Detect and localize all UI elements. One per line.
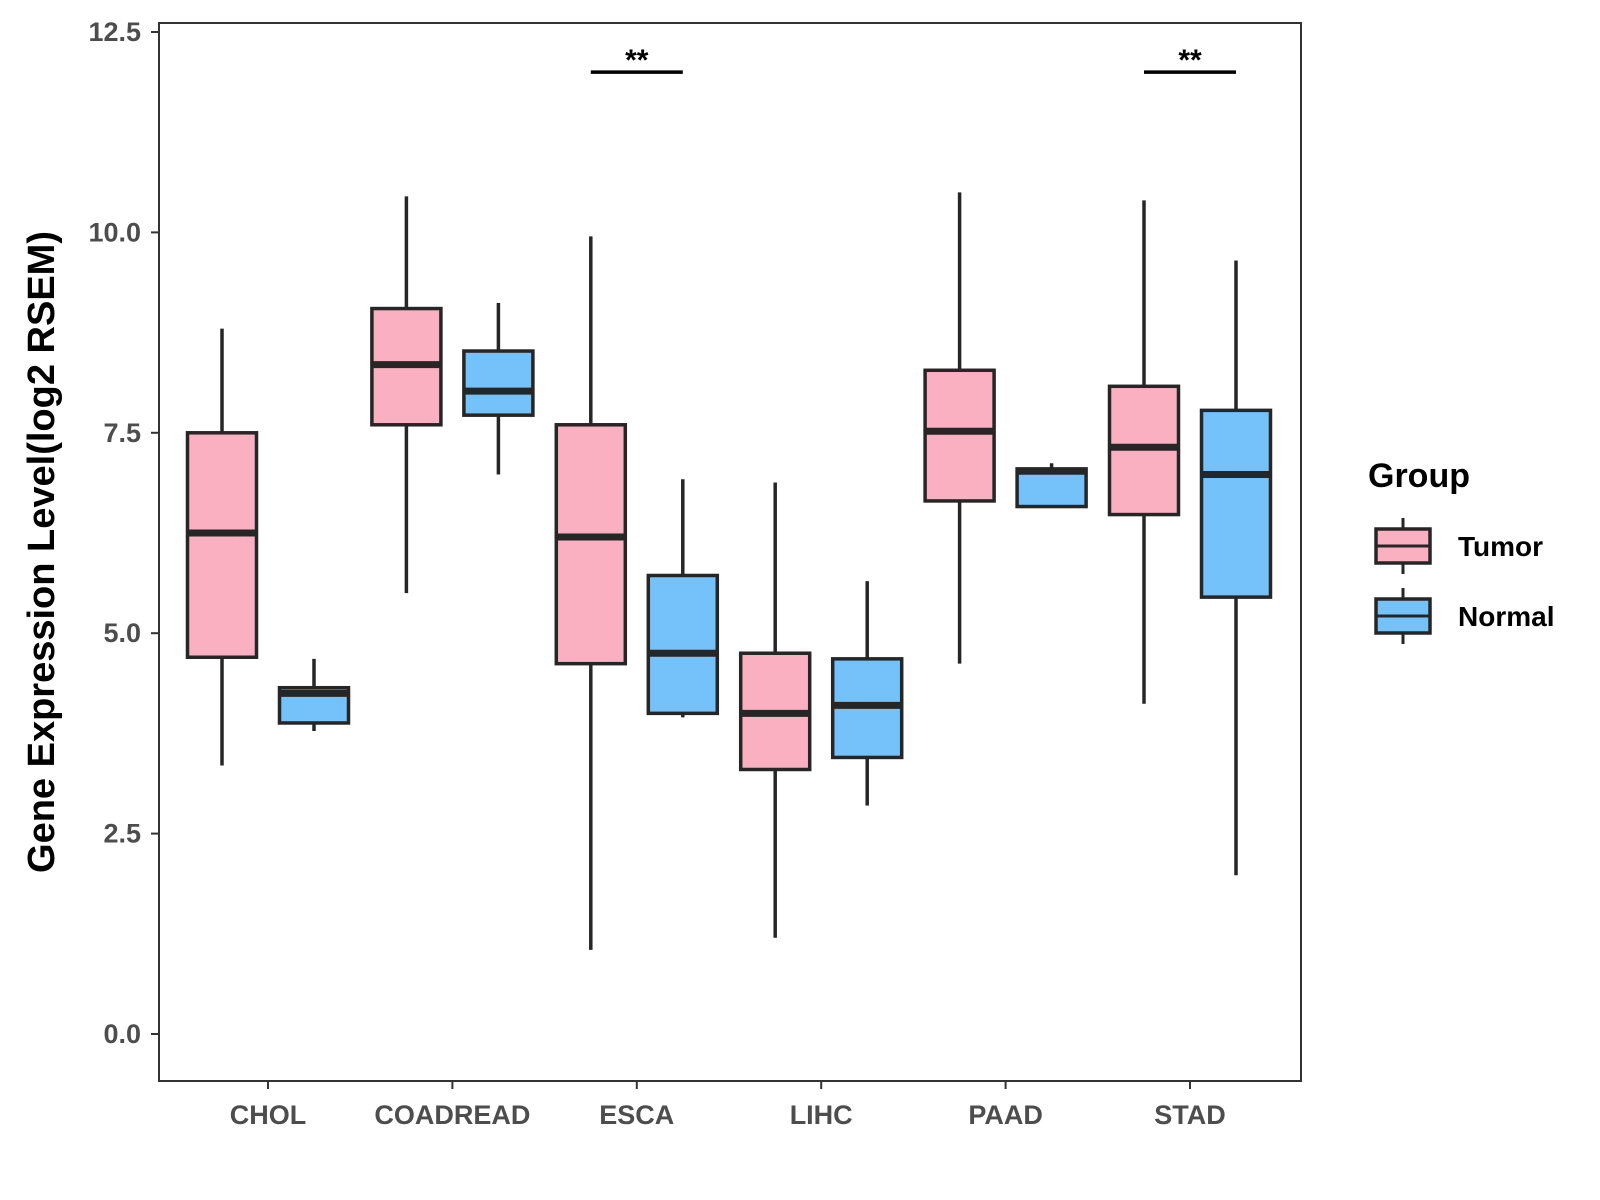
x-tick-label-chol: CHOL (230, 1100, 307, 1130)
legend-keys: Tumor Normal (1374, 518, 1554, 644)
box-tumor-paad (923, 192, 996, 664)
box-tumor-stad (1107, 200, 1181, 704)
sig-stad: ** (1144, 44, 1236, 77)
box-iqr (462, 349, 535, 417)
sig-esca: ** (590, 44, 683, 77)
box-normal-lihc (830, 581, 904, 806)
box-iqr (554, 423, 628, 666)
legend: Group Tumor Normal (1368, 457, 1554, 644)
box-normal-stad (1199, 260, 1273, 876)
x-tick-label-coadread: COADREAD (374, 1100, 530, 1130)
sig-label: ** (1178, 44, 1202, 77)
plot-panel (158, 22, 1302, 1082)
y-tick-label: 2.5 (103, 819, 141, 849)
boxes (185, 192, 1273, 950)
sig-label: ** (625, 44, 649, 77)
box-normal-paad (1015, 463, 1088, 509)
y-axis: 0.0 2.5 5.0 7.5 10.0 12.5 (88, 17, 159, 1049)
box-normal-esca (646, 479, 720, 718)
box-iqr (1199, 408, 1273, 599)
box-tumor-esca (554, 236, 628, 950)
y-axis-title: Gene Expression Level(log2 RSEM) (21, 231, 63, 873)
significance-annotations: ** ** (590, 44, 1236, 77)
box-normal-coadread (462, 302, 535, 475)
box-tumor-coadread (370, 196, 443, 594)
legend-label: Tumor (1458, 531, 1543, 562)
x-tick-label-esca: ESCA (599, 1100, 674, 1130)
y-tick-label: 12.5 (88, 17, 141, 47)
box-iqr (1015, 467, 1088, 509)
legend-item-normal: Normal (1374, 588, 1554, 644)
y-tick-label: 10.0 (88, 217, 141, 247)
y-tick-label: 7.5 (103, 418, 141, 448)
legend-item-tumor: Tumor (1374, 518, 1543, 574)
y-tick-label: 5.0 (103, 618, 141, 648)
x-tick-label-lihc: LIHC (790, 1100, 853, 1130)
box-iqr (185, 431, 259, 659)
x-tick-label-stad: STAD (1154, 1100, 1226, 1130)
x-tick-label-paad: PAAD (968, 1100, 1043, 1130)
legend-label: Normal (1458, 601, 1554, 632)
box-iqr (646, 573, 720, 716)
box-tumor-lihc (738, 482, 812, 938)
y-tick-label: 0.0 (103, 1019, 141, 1049)
box-normal-chol (277, 658, 351, 731)
x-axis: CHOL COADREAD ESCA LIHC PAAD STAD (230, 1081, 1226, 1130)
box-iqr (923, 368, 996, 503)
box-tumor-chol (185, 328, 259, 766)
legend-title: Group (1368, 457, 1470, 495)
